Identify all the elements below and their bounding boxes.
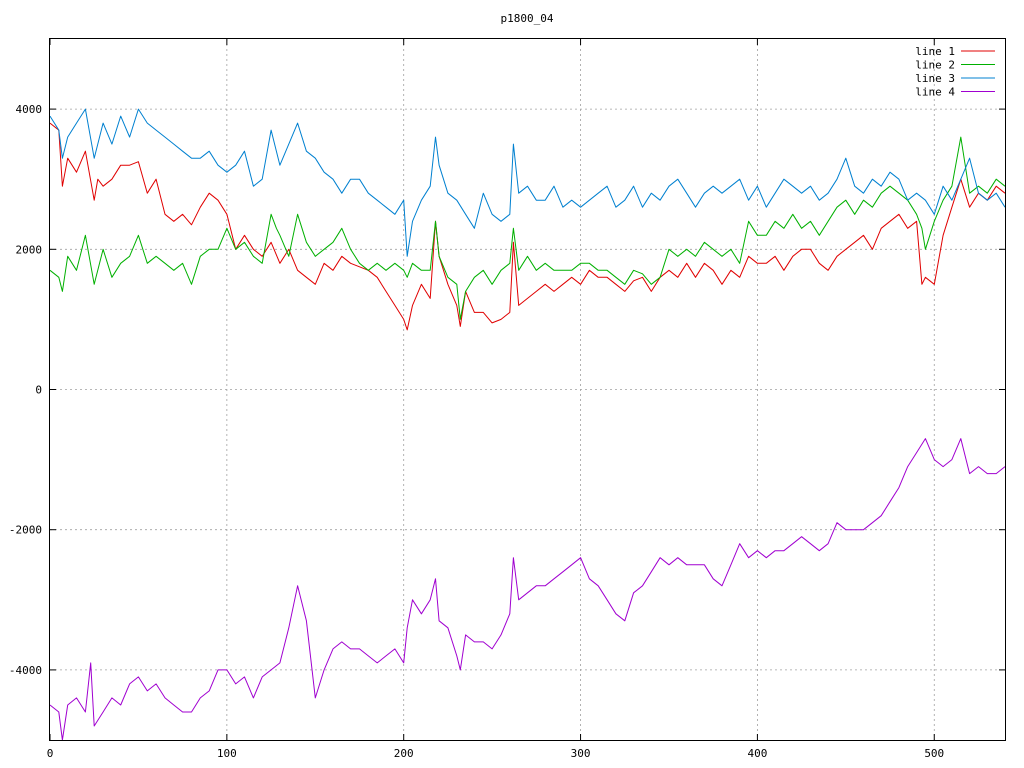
x-tick-label: 100 [217, 747, 237, 760]
plot-frame [49, 38, 1006, 741]
series-line-3 [49, 108, 1006, 257]
grid [50, 39, 1005, 740]
x-tick-label: 500 [924, 747, 944, 760]
series-line-2 [49, 136, 1006, 320]
y-tick-label: 4000 [16, 103, 43, 116]
series-line-1 [49, 122, 1006, 331]
y-tick-label: -4000 [9, 664, 42, 677]
chart-title: p1800_04 [501, 12, 554, 25]
legend-label: line 2 [915, 59, 955, 72]
legend-label: line 1 [915, 45, 955, 58]
y-tick-label: -2000 [9, 524, 42, 537]
x-tick-label: 200 [394, 747, 414, 760]
series-line-4 [49, 438, 1006, 741]
legend-label: line 4 [915, 86, 955, 99]
x-tick-label: 0 [47, 747, 54, 760]
y-tick-label: 0 [35, 384, 42, 397]
tick-labels: 0 100 200 300 400 500 -4000 -2000 0 2000 4000 [9, 39, 1005, 760]
y-tick-label: 2000 [16, 243, 43, 256]
x-tick-label: 300 [571, 747, 591, 760]
series-group [49, 108, 1006, 741]
legend-label: line 3 [915, 72, 955, 85]
x-tick-label: 400 [747, 747, 767, 760]
